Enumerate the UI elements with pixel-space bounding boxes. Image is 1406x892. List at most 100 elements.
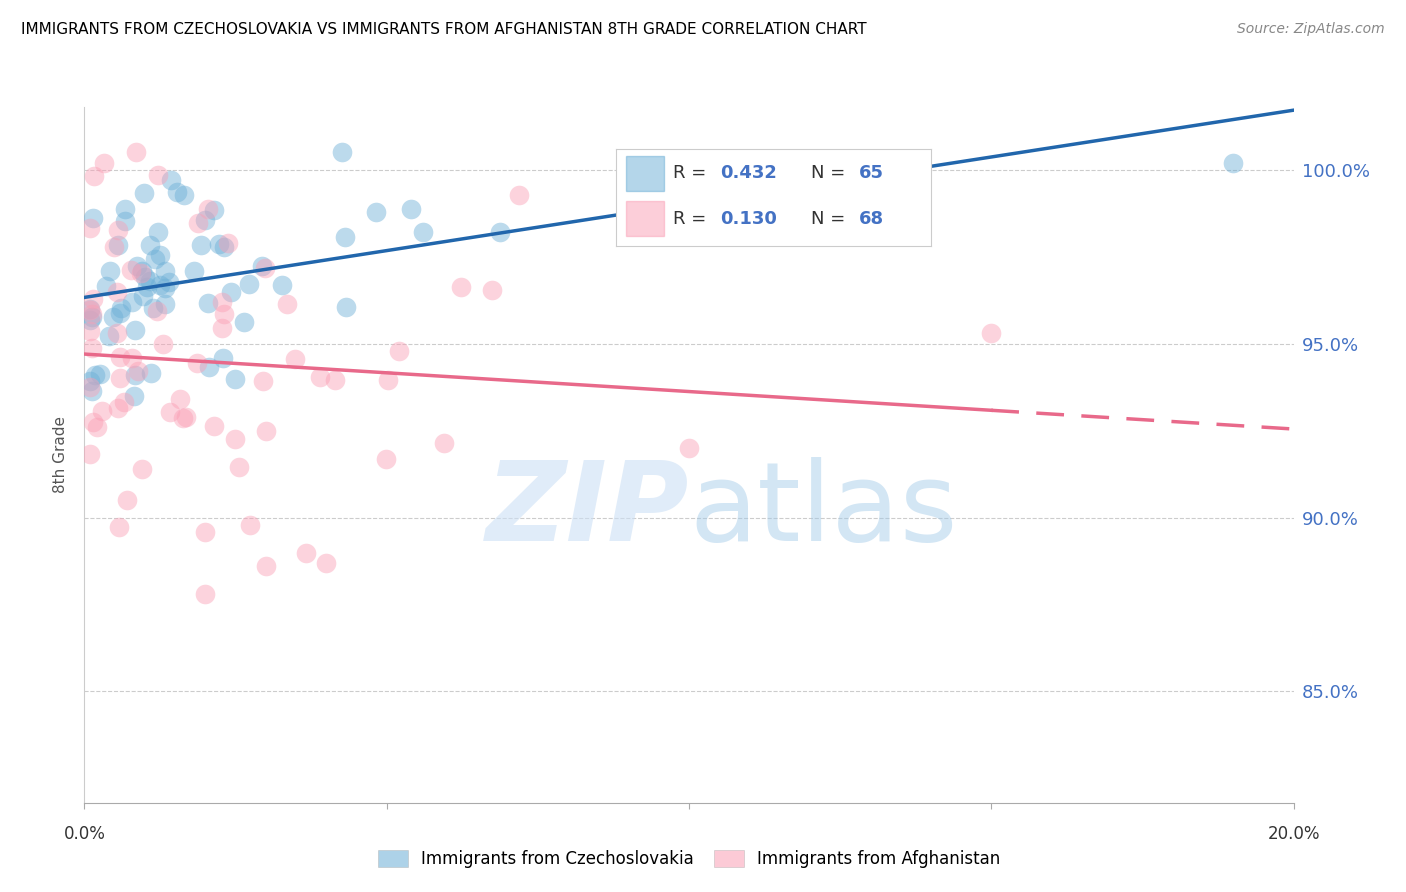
Point — [197, 296, 219, 310]
Point — [217, 235, 239, 250]
Point — [481, 283, 503, 297]
Point — [83, 368, 105, 382]
Point — [375, 451, 398, 466]
Point — [122, 389, 145, 403]
Point — [114, 214, 136, 228]
Point — [143, 252, 166, 267]
Point — [101, 310, 124, 325]
Point — [1222, 155, 1244, 169]
Point — [388, 344, 411, 359]
Point — [131, 462, 153, 476]
Point — [173, 188, 195, 202]
Point — [152, 336, 174, 351]
Text: ZIP: ZIP — [485, 457, 689, 564]
Point — [108, 350, 131, 364]
Point — [79, 374, 101, 388]
Point — [86, 419, 108, 434]
Point — [125, 145, 148, 160]
Point — [488, 225, 510, 239]
Point — [98, 329, 121, 343]
Point — [108, 305, 131, 319]
Text: 0.0%: 0.0% — [63, 825, 105, 843]
Text: IMMIGRANTS FROM CZECHOSLOVAKIA VS IMMIGRANTS FROM AFGHANISTAN 8TH GRADE CORRELAT: IMMIGRANTS FROM CZECHOSLOVAKIA VS IMMIGR… — [21, 22, 866, 37]
Point — [114, 202, 136, 217]
Point — [174, 409, 197, 424]
Point — [412, 225, 434, 239]
Point — [364, 205, 387, 219]
Point — [211, 321, 233, 335]
Point — [124, 323, 146, 337]
Point — [139, 238, 162, 252]
Point — [208, 236, 231, 251]
Y-axis label: 8th Grade: 8th Grade — [53, 417, 69, 493]
Point — [308, 370, 330, 384]
Text: Source: ZipAtlas.com: Source: ZipAtlas.com — [1237, 22, 1385, 37]
Point — [108, 371, 131, 385]
Point — [121, 351, 143, 366]
Point — [141, 366, 163, 380]
Point — [131, 289, 153, 303]
Point — [82, 384, 104, 399]
Point — [121, 294, 143, 309]
Point — [186, 356, 208, 370]
Point — [450, 279, 472, 293]
Point — [112, 395, 135, 409]
Point — [193, 524, 215, 539]
Point — [103, 240, 125, 254]
Point — [105, 285, 128, 299]
Point — [107, 238, 129, 252]
Point — [284, 352, 307, 367]
Point — [169, 392, 191, 406]
Point — [136, 280, 159, 294]
Point — [82, 341, 104, 355]
Point — [166, 185, 188, 199]
Point — [110, 301, 132, 315]
Point — [146, 304, 169, 318]
Point — [980, 326, 1002, 340]
Point — [250, 259, 273, 273]
Point — [124, 368, 146, 382]
Point — [149, 277, 172, 292]
Point — [224, 432, 246, 446]
Point — [254, 559, 277, 574]
Point — [105, 326, 128, 340]
Point — [194, 213, 217, 227]
Point — [323, 373, 346, 387]
Point — [252, 374, 274, 388]
Point — [294, 545, 316, 559]
Point — [678, 441, 700, 455]
Point — [155, 281, 177, 295]
Point — [153, 264, 176, 278]
Point — [79, 312, 101, 326]
Point — [132, 186, 155, 201]
Point — [228, 460, 250, 475]
Point — [211, 295, 233, 310]
Point — [232, 316, 254, 330]
Text: atlas: atlas — [689, 457, 957, 564]
Point — [142, 301, 165, 315]
Legend: Immigrants from Czechoslovakia, Immigrants from Afghanistan: Immigrants from Czechoslovakia, Immigran… — [371, 843, 1007, 875]
Point — [146, 225, 169, 239]
Point — [82, 211, 104, 226]
Point — [214, 307, 236, 321]
Point — [276, 297, 298, 311]
Point — [131, 263, 153, 277]
Point — [82, 292, 104, 306]
Point — [139, 275, 162, 289]
Point — [238, 277, 260, 291]
Point — [315, 556, 337, 570]
Point — [224, 372, 246, 386]
Point — [335, 300, 357, 314]
Point — [271, 277, 294, 292]
Point — [79, 380, 101, 394]
Point — [107, 223, 129, 237]
Point — [377, 373, 399, 387]
Point — [221, 285, 243, 299]
Point — [183, 263, 205, 277]
Point — [211, 351, 233, 366]
Point — [127, 364, 149, 378]
Point — [129, 267, 152, 281]
Text: 20.0%: 20.0% — [1267, 825, 1320, 843]
Point — [91, 404, 114, 418]
Point — [89, 367, 111, 381]
